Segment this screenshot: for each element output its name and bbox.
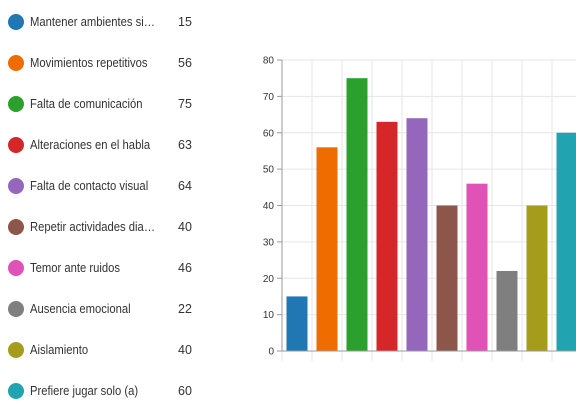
y-tick-label: 30: [263, 237, 275, 248]
y-tick-label: 50: [263, 165, 275, 176]
legend-color-dot: [8, 96, 24, 112]
legend-color-dot: [8, 260, 24, 276]
bar: [557, 133, 576, 351]
legend-label: Movimientos repetitivos: [30, 55, 156, 71]
legend-value: 56: [178, 55, 192, 71]
legend-item: Temor ante ruidos 46: [0, 258, 200, 280]
bar: [467, 184, 488, 351]
bar: [287, 296, 308, 351]
legend-item: Prefiere jugar solo (a) 60: [0, 381, 200, 403]
legend-label: Ausencia emocional: [30, 301, 156, 317]
legend-item: Falta de comunicación 75: [0, 94, 200, 116]
legend-value: 40: [178, 342, 192, 358]
bar-chart: 0 10 20 30 40 50 60 70 80: [200, 0, 576, 401]
y-tick-label: 80: [263, 56, 275, 67]
legend-color-dot: [8, 55, 24, 71]
y-tick-label: 20: [263, 274, 275, 285]
legend-item: Ausencia emocional 22: [0, 299, 200, 321]
legend-value: 22: [178, 301, 192, 317]
bar: [527, 206, 548, 352]
bar: [497, 271, 518, 351]
legend-label: Mantener ambientes sin camb...: [30, 14, 156, 30]
chart-legend: Mantener ambientes sin camb... 15 Movimien…: [0, 0, 200, 401]
legend-item: Repetir actividades diariamente 40: [0, 217, 200, 239]
legend-item: Alteraciones en el habla 63: [0, 135, 200, 157]
bar: [407, 118, 428, 351]
legend-color-dot: [8, 301, 24, 317]
y-tick-label: 0: [268, 347, 274, 358]
bar: [437, 206, 458, 352]
legend-value: 15: [178, 14, 192, 30]
legend-item: Mantener ambientes sin camb... 15: [0, 12, 200, 34]
legend-label: Repetir actividades diariamente: [30, 219, 156, 235]
bar: [347, 78, 368, 351]
legend-label: Aislamiento: [30, 342, 156, 358]
legend-value: 75: [178, 96, 192, 112]
bar: [377, 122, 398, 351]
y-tick-label: 70: [263, 92, 275, 103]
bar-layer: [287, 78, 576, 351]
legend-value: 46: [178, 260, 192, 276]
legend-color-dot: [8, 178, 24, 194]
legend-label: Falta de contacto visual: [30, 178, 156, 194]
legend-value: 63: [178, 137, 192, 153]
y-tick-label: 10: [263, 310, 275, 321]
legend-item: Aislamiento 40: [0, 340, 200, 362]
y-tick-label: 60: [263, 128, 275, 139]
legend-color-dot: [8, 342, 24, 358]
legend-color-dot: [8, 137, 24, 153]
legend-label: Alteraciones en el habla: [30, 137, 156, 153]
bar: [317, 147, 338, 351]
legend-item: Movimientos repetitivos 56: [0, 53, 200, 75]
legend-color-dot: [8, 14, 24, 30]
y-tick-label: 40: [263, 201, 275, 212]
legend-value: 64: [178, 178, 192, 194]
legend-value: 40: [178, 219, 192, 235]
legend-label: Prefiere jugar solo (a): [30, 383, 156, 399]
legend-label: Falta de comunicación: [30, 96, 156, 112]
legend-color-dot: [8, 219, 24, 235]
legend-value: 60: [178, 383, 192, 399]
legend-color-dot: [8, 383, 24, 399]
legend-label: Temor ante ruidos: [30, 260, 156, 276]
legend-item: Falta de contacto visual 64: [0, 176, 200, 198]
